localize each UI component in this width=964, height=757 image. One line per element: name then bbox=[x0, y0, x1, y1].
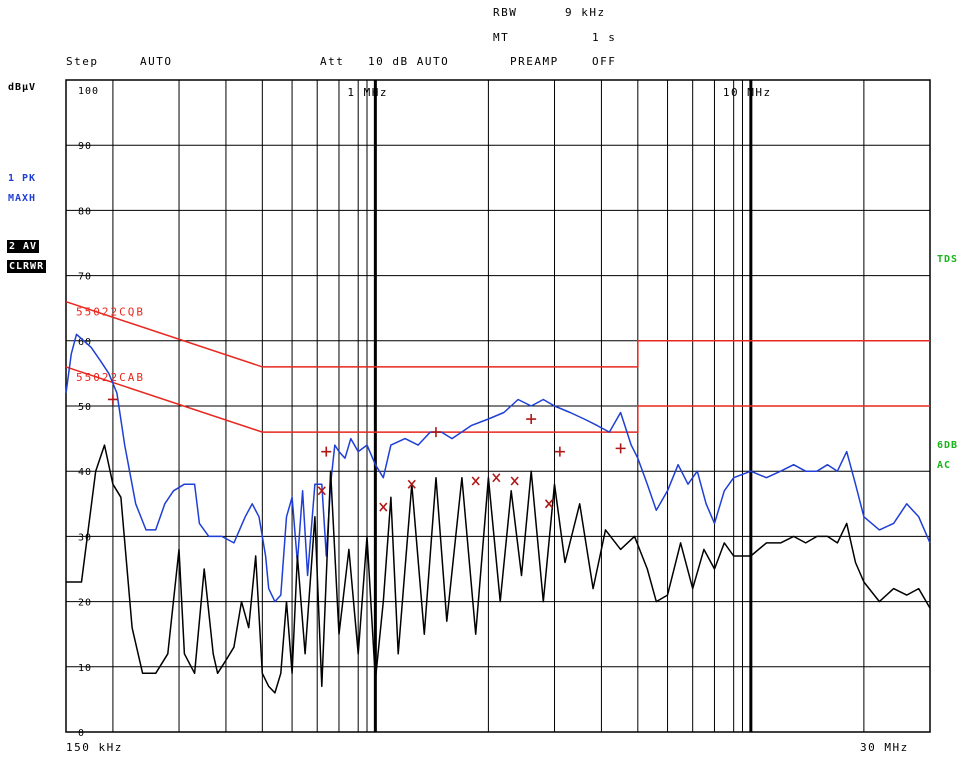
limit-line bbox=[65, 300, 930, 368]
preamp-label: PREAMP bbox=[510, 55, 559, 68]
y-tick-label: 50 bbox=[78, 402, 92, 413]
y-tick-label: 90 bbox=[78, 141, 92, 152]
y-tick-label: 20 bbox=[78, 598, 92, 609]
marker-plus bbox=[107, 394, 118, 405]
y-tick-label: 70 bbox=[78, 272, 92, 283]
marker-plus bbox=[615, 443, 626, 454]
limit-line-label: 55022CQB bbox=[76, 306, 145, 319]
ac-label: AC bbox=[937, 460, 952, 471]
y-tick-label: 80 bbox=[78, 206, 92, 217]
trace-average bbox=[66, 444, 931, 694]
marker-x bbox=[510, 476, 519, 486]
step-label: Step bbox=[66, 55, 99, 68]
mt-value: 1 s bbox=[592, 31, 617, 44]
trace1-mode: MAXH bbox=[8, 193, 37, 204]
step-value: AUTO bbox=[140, 55, 173, 68]
marker-x bbox=[317, 486, 326, 496]
marker-plus bbox=[430, 427, 441, 438]
x-end-label: 30 MHz bbox=[860, 741, 909, 754]
rbw-value: 9 kHz bbox=[565, 6, 606, 19]
trace2-mode: CLRWR bbox=[7, 260, 47, 273]
marker-x bbox=[407, 479, 416, 489]
x-tick-label: 10 MHz bbox=[723, 86, 772, 99]
y-tick-label: 30 bbox=[78, 532, 92, 543]
trace1-type: 1 PK bbox=[8, 173, 37, 184]
marker-x bbox=[492, 473, 501, 483]
x-tick-label: 1 MHz bbox=[347, 86, 388, 99]
trace2-type: 2 AV bbox=[7, 240, 40, 253]
y-tick-label: 100 bbox=[78, 86, 99, 97]
rbw-label: RBW bbox=[493, 6, 518, 19]
marker-plus bbox=[321, 446, 332, 457]
y-tick-label: 10 bbox=[78, 663, 92, 674]
6db-label: 6DB bbox=[937, 440, 959, 451]
trace-peak bbox=[65, 333, 931, 603]
marker-x bbox=[544, 499, 554, 509]
tds-label: TDS bbox=[937, 254, 959, 265]
marker-x bbox=[471, 476, 480, 486]
x-start-label: 150 kHz bbox=[66, 741, 123, 754]
y-tick-label: 40 bbox=[78, 467, 92, 478]
marker-x bbox=[379, 502, 388, 512]
att-label: Att bbox=[320, 55, 345, 68]
marker-plus bbox=[554, 446, 565, 457]
preamp-value: OFF bbox=[592, 55, 617, 68]
limit-line-label: 55022CAB bbox=[76, 371, 145, 384]
y-tick-label: 0 bbox=[78, 728, 85, 739]
att-value: 10 dB AUTO bbox=[368, 55, 450, 68]
mt-label: MT bbox=[493, 31, 510, 44]
limit-line bbox=[65, 366, 930, 433]
unit-label: dBµV bbox=[8, 82, 37, 93]
marker-plus bbox=[526, 414, 537, 425]
